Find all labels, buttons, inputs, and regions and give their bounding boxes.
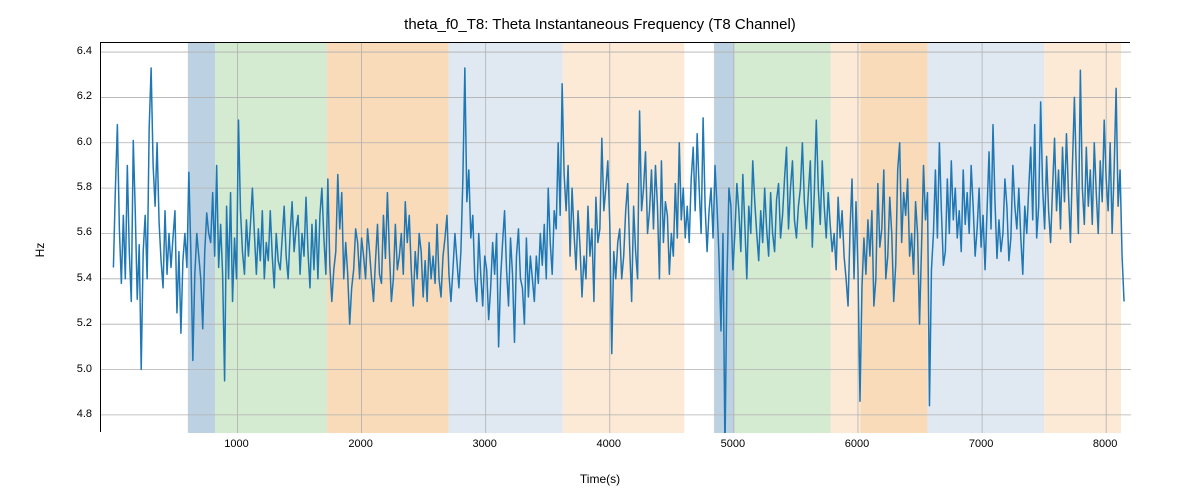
y-tick-label: 5.2 — [62, 317, 92, 329]
x-tick-label: 1000 — [224, 438, 248, 450]
chart-title: theta_f0_T8: Theta Instantaneous Frequen… — [0, 16, 1200, 33]
y-tick-label: 5.6 — [62, 226, 92, 238]
y-tick-label: 5.4 — [62, 272, 92, 284]
x-tick-label: 2000 — [348, 438, 372, 450]
figure: theta_f0_T8: Theta Instantaneous Frequen… — [0, 0, 1200, 500]
y-tick-label: 6.2 — [62, 90, 92, 102]
x-axis-label: Time(s) — [0, 472, 1200, 486]
y-tick-label: 6.4 — [62, 45, 92, 57]
plot-area — [100, 42, 1130, 432]
y-tick-label: 5.0 — [62, 363, 92, 375]
y-axis-label: Hz — [33, 243, 47, 258]
x-tick-label: 6000 — [845, 438, 869, 450]
x-tick-label: 7000 — [969, 438, 993, 450]
y-tick-label: 4.8 — [62, 408, 92, 420]
x-tick-label: 3000 — [472, 438, 496, 450]
x-tick-label: 8000 — [1093, 438, 1117, 450]
y-tick-label: 5.8 — [62, 181, 92, 193]
plot-svg — [101, 43, 1131, 433]
x-tick-label: 5000 — [721, 438, 745, 450]
y-tick-label: 6.0 — [62, 136, 92, 148]
x-tick-label: 4000 — [597, 438, 621, 450]
